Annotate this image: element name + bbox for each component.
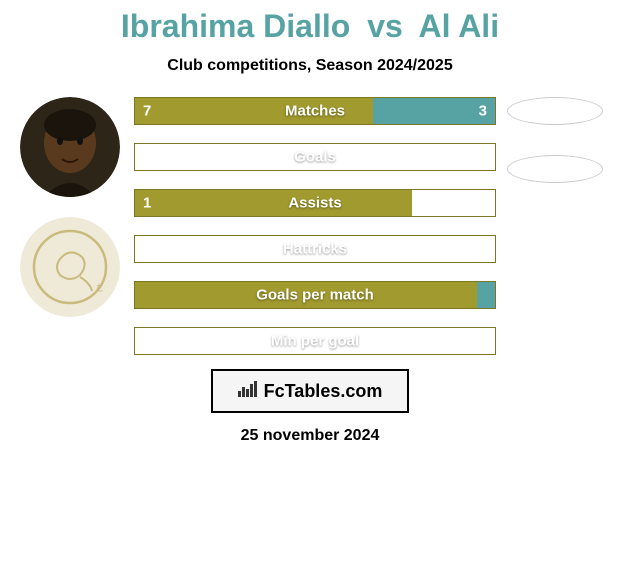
- svg-text:خ: خ: [96, 281, 103, 292]
- right-column: [500, 97, 610, 183]
- stat-row: Min per goal: [134, 327, 496, 355]
- stat-label: Hattricks: [283, 241, 347, 258]
- stat-row: 0 0 Goals: [134, 143, 496, 171]
- player1-name: Ibrahima Diallo: [121, 8, 350, 44]
- stat-value-right: 3: [479, 103, 487, 120]
- stat-value-right: 0: [479, 195, 487, 212]
- stat-value-left: 7: [143, 103, 151, 120]
- vs-text: vs: [367, 8, 403, 44]
- player1-avatar: [20, 97, 120, 197]
- stat-value-left: 0: [143, 149, 151, 166]
- stat-value-right: 0: [479, 241, 487, 258]
- player1-club-logo: خ: [20, 217, 120, 317]
- stat-bar-right: [373, 98, 495, 124]
- stat-value-right: 0: [479, 149, 487, 166]
- main-area: خ 7 3 Matches 0 0 Goals 1 0 Assists 0 0 Hattricks Go…: [0, 97, 620, 355]
- fctables-badge: FcTables.com: [211, 369, 409, 413]
- stat-label: Goals: [294, 149, 336, 166]
- stat-label: Assists: [288, 195, 341, 212]
- fctables-label: FcTables.com: [264, 381, 383, 402]
- stat-bar-left: [135, 190, 412, 216]
- stat-row: 1 0 Assists: [134, 189, 496, 217]
- stat-label: Matches: [285, 103, 345, 120]
- stat-value-left: 0: [143, 241, 151, 258]
- fctables-icon: [238, 381, 258, 402]
- stat-row: 7 3 Matches: [134, 97, 496, 125]
- player2-name: Al Ali: [418, 8, 499, 44]
- comparison-title: Ibrahima Diallo vs Al Ali: [121, 8, 499, 45]
- stat-label: Goals per match: [256, 287, 374, 304]
- date: 25 november 2024: [241, 427, 380, 445]
- left-column: خ: [10, 97, 130, 317]
- stat-row: 0 0 Hattricks: [134, 235, 496, 263]
- stat-row: Goals per match: [134, 281, 496, 309]
- player2-marker-2: [507, 155, 603, 183]
- stat-bar-right: [477, 282, 495, 308]
- subtitle: Club competitions, Season 2024/2025: [167, 57, 452, 75]
- stat-value-left: 1: [143, 195, 151, 212]
- stat-label: Min per goal: [271, 333, 359, 350]
- player2-marker-1: [507, 97, 603, 125]
- stats-bars: 7 3 Matches 0 0 Goals 1 0 Assists 0 0 Hattricks Goal…: [130, 97, 500, 355]
